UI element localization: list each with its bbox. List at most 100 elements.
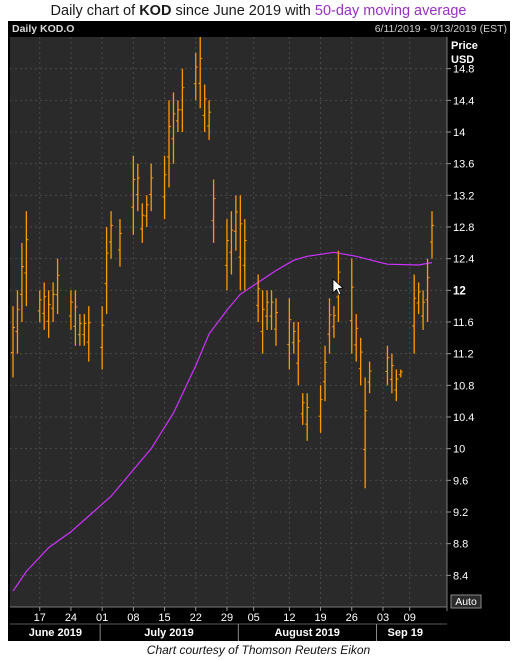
price-tick-label: 10 <box>453 444 465 456</box>
ohlc-bar <box>131 155 136 235</box>
ohlc-bar <box>15 290 20 354</box>
price-tick-label: 12.8 <box>453 222 474 234</box>
ohlc-bar <box>265 290 270 330</box>
ohlc-bar <box>180 68 185 132</box>
plot-area <box>10 37 447 607</box>
price-tick-label: 11.6 <box>453 317 474 329</box>
ohlc-bar <box>104 227 109 315</box>
price-tick-label: 14.8 <box>453 64 474 76</box>
ohlc-bar <box>86 306 91 362</box>
ohlc-bar <box>144 195 149 227</box>
moving-average-layer <box>12 251 433 592</box>
ohlc-bar <box>389 353 394 394</box>
ohlc-bar <box>318 385 323 433</box>
date-range-label: 6/11/2019 - 9/13/2019 (EST) <box>374 23 507 35</box>
ohlc-bar <box>193 52 198 101</box>
ohlc-bar <box>82 314 87 346</box>
ohlc-bar <box>211 179 216 243</box>
title-middle: since June 2019 with <box>171 3 315 19</box>
price-tick-label: 8.8 <box>453 539 468 551</box>
ohlc-bar <box>229 211 234 275</box>
ohlc-bar <box>256 274 261 322</box>
ohlc-bar <box>198 37 203 109</box>
auto-scale-button[interactable]: Auto <box>450 594 482 609</box>
price-axis-currency: USD <box>451 54 474 66</box>
ohlc-bar <box>24 211 29 307</box>
ohlc-bar <box>73 290 78 346</box>
date-axis[interactable]: 17 24 01 08 15 22 29 05 12 19 26 03 09 <box>10 606 447 624</box>
ohlc-bar <box>242 219 247 291</box>
ohlc-bar <box>296 322 301 386</box>
ohlc-bar <box>421 290 426 330</box>
date-tick-label: 01 <box>96 612 108 624</box>
date-tick-label: 22 <box>190 612 202 624</box>
price-tick-label: 12.4 <box>453 254 474 266</box>
price-tick-label: 13.2 <box>453 190 474 202</box>
ohlc-bar <box>19 242 24 322</box>
ohlc-bar <box>51 282 56 322</box>
month-label: August 2019 <box>274 627 339 639</box>
mouse-pointer-shape <box>332 278 344 296</box>
title-moving-average-label: 50-day moving average <box>314 3 467 19</box>
ohlc-bar <box>171 92 176 164</box>
moving-average-line <box>12 251 433 592</box>
ohlc-bar <box>327 298 332 354</box>
ohlc-bar <box>349 258 354 354</box>
date-tick-label: 19 <box>314 612 326 624</box>
ohlc-bar <box>269 290 274 330</box>
ohlc-bar <box>287 298 292 370</box>
price-tick-label: 14.4 <box>453 95 474 107</box>
ohlc-bar <box>42 282 47 330</box>
date-tick-label: 05 <box>248 612 260 624</box>
date-tick-label: 29 <box>221 612 233 624</box>
ohlc-bar <box>363 377 368 489</box>
price-tick-label: 14 <box>453 127 465 139</box>
ohlc-bar <box>167 100 172 188</box>
month-label: June 2019 <box>29 627 82 639</box>
month-axis: June 2019 July 2019 August 2019 Sep 19 <box>10 623 447 641</box>
ohlc-bars <box>11 37 434 489</box>
price-tick-label: 10.4 <box>453 412 474 424</box>
ohlc-bar <box>149 163 154 212</box>
ohlc-bar <box>100 306 105 370</box>
ohlc-bar <box>385 345 390 386</box>
date-tick-label: 26 <box>346 612 358 624</box>
ohlc-bar <box>416 282 421 315</box>
ohlc-bar <box>430 211 434 259</box>
ohlc-bar <box>140 203 145 243</box>
ohlc-bar <box>224 219 229 291</box>
ohlc-bar <box>175 100 180 132</box>
price-axis[interactable]: Price USD 14.8 14.4 14 13.6 13.2 12.8 12.4 12 11… <box>446 37 478 611</box>
ohlc-bar <box>367 361 372 394</box>
ohlc-bar <box>425 258 430 322</box>
ohlc-bar <box>117 219 122 267</box>
ohlc-bar <box>109 211 114 259</box>
mouse-pointer-icon <box>332 278 344 296</box>
ohlc-bar <box>207 100 212 140</box>
date-tick-label: 12 <box>283 612 295 624</box>
title-prefix: Daily chart of <box>50 3 140 19</box>
ohlc-bar <box>135 163 140 212</box>
ohlc-bar <box>46 290 51 338</box>
ohlc-bar <box>238 195 243 291</box>
ohlc-bar <box>300 393 305 425</box>
auto-scale-button-label: Auto <box>455 596 477 608</box>
price-tick-label: 13.6 <box>453 159 474 171</box>
ohlc-bar <box>394 369 399 402</box>
price-tick-label: 9.6 <box>453 475 468 487</box>
ohlc-bar <box>37 290 42 322</box>
price-axis-title: Price <box>451 40 478 52</box>
title-ticker: KOD <box>139 3 172 19</box>
month-label: July 2019 <box>144 627 194 639</box>
instrument-label: Daily KOD.O <box>12 23 75 35</box>
ohlc-bar <box>55 258 60 315</box>
ohlc-bar <box>162 155 167 220</box>
ohlc-bar <box>233 195 238 251</box>
ohlc-bar <box>354 314 359 362</box>
chart-title: Daily chart of KOD since June 2019 with … <box>0 3 517 19</box>
ohlc-bar <box>273 298 278 346</box>
ohlc-bar <box>291 322 296 354</box>
price-tick-label: 12 <box>453 285 466 297</box>
price-tick-label: 11.2 <box>453 349 474 361</box>
